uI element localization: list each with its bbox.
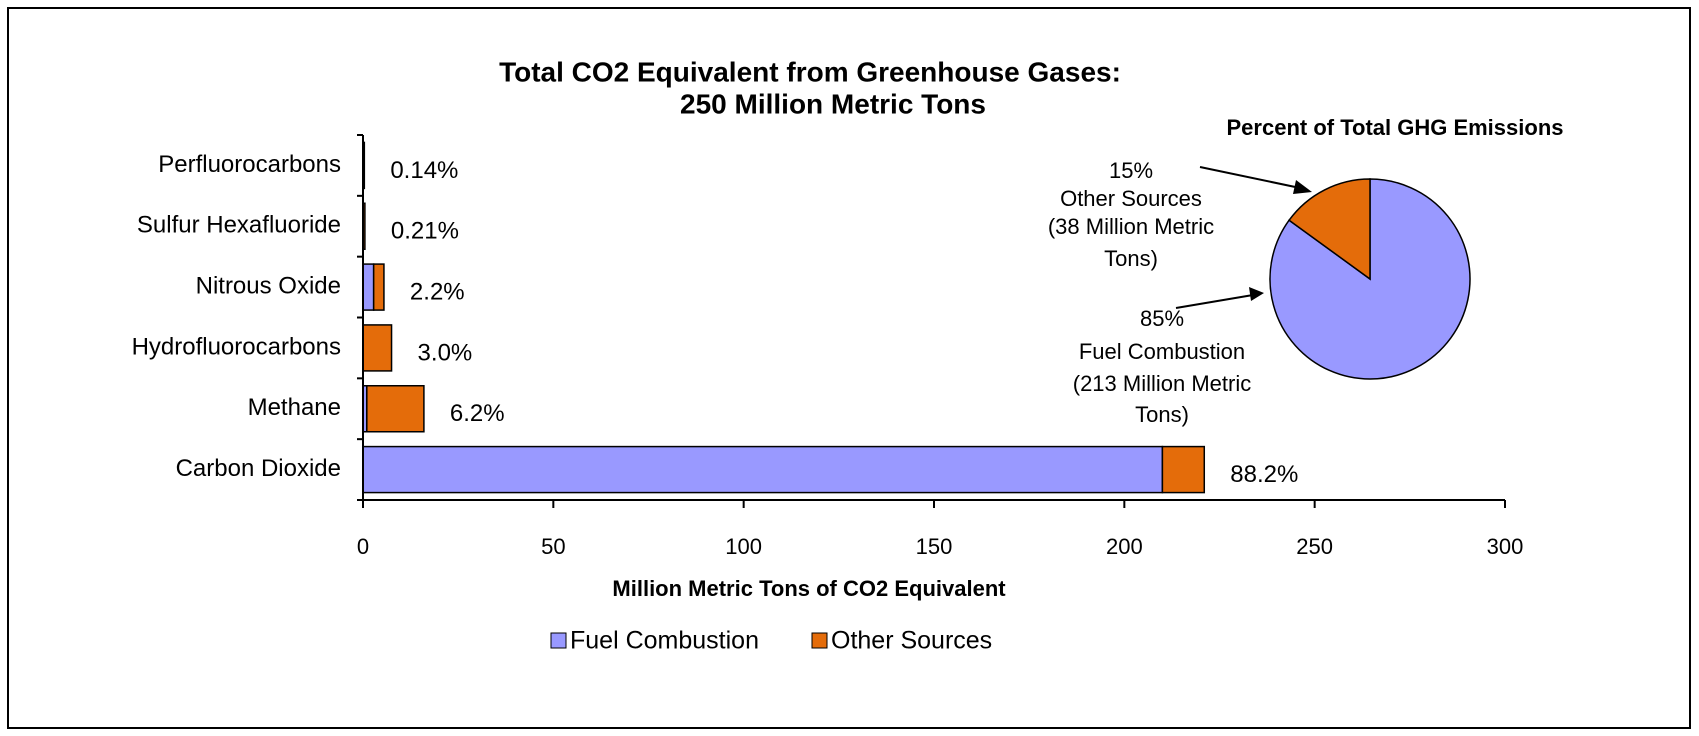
y-tick-label: Hydrofluorocarbons	[132, 333, 341, 360]
y-tick-label: Carbon Dioxide	[176, 455, 341, 482]
y-tick-label: Perfluorocarbons	[158, 151, 341, 178]
y-tick-label: Nitrous Oxide	[196, 272, 341, 299]
chart-title: 250 Million Metric Tons	[680, 88, 986, 119]
pie-slice	[1288, 178, 1371, 281]
arrow	[1199, 166, 1301, 189]
arrowhead	[1249, 287, 1264, 301]
x-axis-title: Million Metric Tons of CO2 Equivalent	[612, 576, 1006, 601]
bar	[362, 263, 375, 311]
pie-value-label: 15%	[1109, 158, 1153, 183]
legend-swatch	[550, 632, 567, 649]
pie-note: (38 Million Metric	[1048, 214, 1214, 239]
share-label: 2.2%	[410, 278, 465, 305]
x-tick-label: 300	[1487, 534, 1524, 559]
pie-value-label: 85%	[1140, 306, 1184, 331]
pie-note: Tons)	[1104, 246, 1158, 271]
arrow	[1175, 294, 1254, 309]
y-tick-label: Sulfur Hexafluoride	[137, 212, 341, 239]
chart-title: Total CO2 Equivalent from Greenhouse Gas…	[499, 56, 1121, 87]
pie-label: Fuel Combustion	[1079, 339, 1245, 364]
pie-title: Percent of Total GHG Emissions	[1227, 115, 1564, 140]
legend-label: Fuel Combustion	[570, 627, 759, 655]
bar	[362, 324, 393, 372]
share-label: 0.14%	[390, 157, 458, 184]
share-label: 6.2%	[450, 400, 505, 427]
x-tick-label: 0	[357, 534, 369, 559]
legend-swatch	[811, 632, 828, 649]
y-tick-label: Methane	[248, 394, 341, 421]
pie-label: Other Sources	[1060, 186, 1202, 211]
bar	[366, 385, 425, 433]
pie-note: (213 Million Metric	[1073, 371, 1252, 396]
share-label: 3.0%	[418, 339, 473, 366]
x-tick-label: 250	[1296, 534, 1333, 559]
bar	[1161, 445, 1206, 494]
pie-note: Tons)	[1135, 402, 1189, 427]
share-label: 0.21%	[391, 218, 459, 245]
share-label: 88.2%	[1230, 461, 1298, 488]
x-tick-label: 200	[1106, 534, 1143, 559]
bar	[372, 263, 385, 311]
x-tick-label: 150	[916, 534, 953, 559]
arrowhead	[1293, 180, 1312, 194]
legend-label: Other Sources	[831, 627, 992, 655]
x-tick-label: 50	[541, 534, 565, 559]
x-tick-label: 100	[725, 534, 762, 559]
arrows	[1175, 166, 1301, 309]
bar	[362, 445, 1164, 494]
